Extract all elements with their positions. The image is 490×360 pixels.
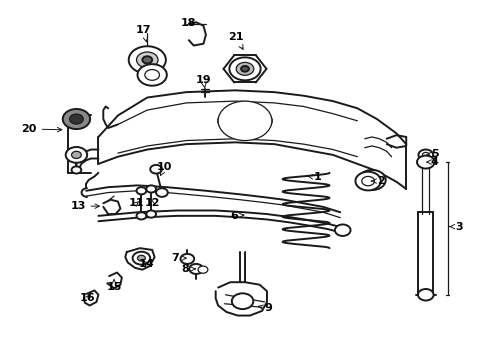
Circle shape <box>70 114 83 124</box>
Text: 7: 7 <box>172 253 186 263</box>
Text: 1: 1 <box>308 172 321 183</box>
Circle shape <box>129 46 166 73</box>
Circle shape <box>418 289 434 301</box>
Circle shape <box>137 187 147 194</box>
Text: 18: 18 <box>181 18 196 28</box>
Text: 17: 17 <box>136 25 151 42</box>
Circle shape <box>355 172 381 190</box>
Circle shape <box>147 185 156 193</box>
Circle shape <box>63 109 90 129</box>
Circle shape <box>241 66 249 72</box>
Circle shape <box>72 151 81 158</box>
Text: 4: 4 <box>427 157 439 167</box>
Circle shape <box>418 149 433 160</box>
Circle shape <box>145 69 159 80</box>
Circle shape <box>365 175 379 185</box>
Circle shape <box>156 188 168 197</box>
Circle shape <box>138 255 146 261</box>
Circle shape <box>66 147 87 163</box>
Circle shape <box>137 52 158 68</box>
Text: 9: 9 <box>258 303 272 314</box>
Circle shape <box>72 166 81 174</box>
Text: 14: 14 <box>139 258 154 269</box>
Circle shape <box>137 212 147 220</box>
Circle shape <box>422 152 429 157</box>
Text: 13: 13 <box>70 201 99 211</box>
Text: 5: 5 <box>427 149 439 159</box>
Text: 19: 19 <box>196 75 211 88</box>
Text: 3: 3 <box>450 222 463 231</box>
Text: 16: 16 <box>80 293 96 303</box>
Circle shape <box>180 254 194 264</box>
Circle shape <box>229 57 261 80</box>
Text: 15: 15 <box>106 279 122 292</box>
Circle shape <box>198 266 208 273</box>
Circle shape <box>138 64 167 86</box>
Circle shape <box>147 211 156 218</box>
Text: 8: 8 <box>181 264 195 274</box>
Text: 21: 21 <box>228 32 244 49</box>
Text: 2: 2 <box>371 176 385 186</box>
Circle shape <box>143 56 152 63</box>
Text: 12: 12 <box>145 198 160 208</box>
Circle shape <box>218 101 272 140</box>
Text: 20: 20 <box>22 124 62 134</box>
Circle shape <box>150 165 162 174</box>
Text: 11: 11 <box>129 198 144 208</box>
Circle shape <box>189 264 203 274</box>
Circle shape <box>362 176 374 186</box>
Circle shape <box>133 252 150 265</box>
Text: 6: 6 <box>230 211 244 221</box>
Circle shape <box>236 62 254 75</box>
Circle shape <box>232 293 253 309</box>
Circle shape <box>335 225 350 236</box>
Circle shape <box>358 170 386 190</box>
Circle shape <box>417 156 435 168</box>
Text: 10: 10 <box>157 162 172 175</box>
